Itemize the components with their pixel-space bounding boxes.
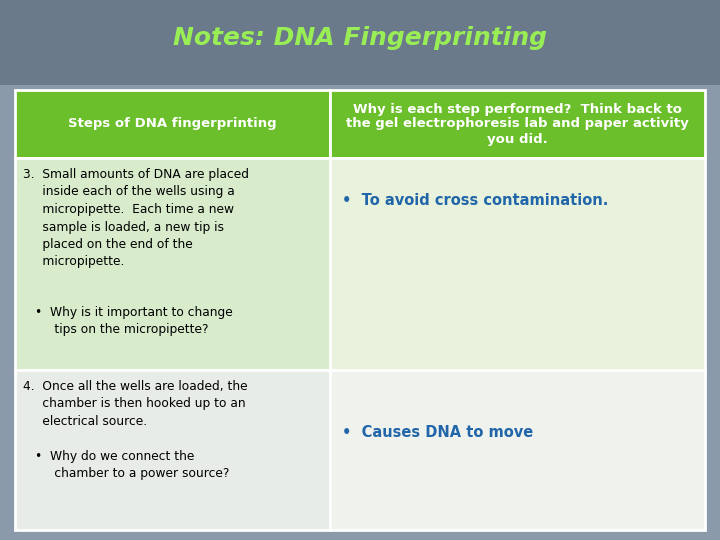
Text: 4.  Once all the wells are loaded, the
     chamber is then hooked up to an
    : 4. Once all the wells are loaded, the ch… [23, 380, 248, 428]
Text: Notes: DNA Fingerprinting: Notes: DNA Fingerprinting [173, 26, 547, 50]
Bar [330, 90, 705, 158]
Bar [330, 370, 705, 530]
Bar [0, 85, 720, 540]
Bar [0, 0, 720, 85]
Text: 3.  Small amounts of DNA are placed
     inside each of the wells using a
     m: 3. Small amounts of DNA are placed insid… [23, 168, 249, 268]
Text: •  To avoid cross contamination.: • To avoid cross contamination. [342, 193, 608, 208]
Text: Why is each step performed?  Think back to
the gel electrophoresis lab and paper: Why is each step performed? Think back t… [346, 103, 689, 145]
Text: •  Why is it important to change
     tips on the micropipette?: • Why is it important to change tips on … [35, 306, 233, 336]
Bar [15, 158, 330, 370]
Text: •  Why do we connect the
     chamber to a power source?: • Why do we connect the chamber to a pow… [35, 450, 230, 481]
Bar [15, 370, 330, 530]
Text: •  Causes DNA to move: • Causes DNA to move [342, 425, 534, 440]
Bar [330, 158, 705, 370]
Text: Steps of DNA fingerprinting: Steps of DNA fingerprinting [68, 118, 276, 131]
Bar [15, 90, 330, 158]
